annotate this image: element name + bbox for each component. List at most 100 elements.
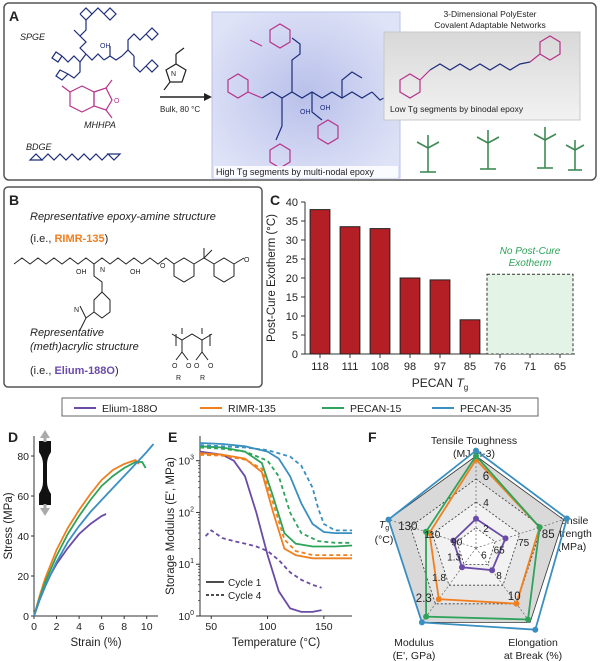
c-bar [309,209,331,355]
d-y-tick-label: 40 [17,531,29,543]
c-x-tick-label: 98 [404,361,416,373]
epoxy-o-1: O [160,263,166,270]
radar-axis-tg-name: Tg [379,519,389,532]
d-x-axis-label: Strain (%) [70,637,121,649]
spge-structure [51,7,159,81]
radar-axis-tg-unit: (°C) [375,534,394,546]
c-y-tick-label: 5 [292,330,298,342]
panel-b-letter: B [9,192,19,208]
e-x-axis-label: Temperature (°C) [232,637,320,649]
panel-a-letter: A [9,8,19,24]
f-series-point [513,600,520,607]
c-x-tick-label: 71 [524,361,536,373]
f-tick-label: 2 [483,524,489,535]
d-x-tick-label: 6 [99,621,105,633]
f-tick-label: 1.3 [447,552,461,563]
e-series-line [199,446,352,544]
c-y-tick-label: 40 [286,197,298,209]
c-annotation-line2: Exotherm [509,258,552,269]
legend-frame [61,397,539,417]
f-series-point [473,453,479,459]
radar-axis-modulus-unit: (E', GPa) [393,650,436,661]
panel-d: D 0 20 40 60 80 0 2 4 6 8 10 Strain (%) Stress (MPa) [3,429,158,649]
d-series-line [33,458,140,617]
mhhpa-o-label: O [114,98,120,105]
radar-axis-toughness-name: Tensile Toughness [431,435,517,447]
spge-oh-label: OH [100,43,111,50]
c-x-tick-label: 85 [464,361,476,373]
f-series-point [450,537,457,544]
f-series-point [418,619,425,626]
e-legend-cycle4: Cycle 4 [228,591,262,602]
c-x-tick-label: 97 [434,361,446,373]
d-x-tick-label: 0 [31,621,37,633]
f-series-point [525,616,531,623]
panel-c-letter: C [270,192,280,208]
e-x-tick-label: 100 [259,621,277,633]
panel-d-letter: D [8,429,18,445]
f-series-point [563,515,570,522]
e-series-line [199,453,352,556]
e-series-line [204,529,322,589]
epoxy-o-2: O [244,257,250,264]
e-y-tick-label: 100 [178,610,194,623]
low-tg-caption: Low Tg segments by binodal epoxy [390,104,524,114]
c-y-tick-label: 25 [286,254,298,266]
radar-axis-elongation-name: Elongation [508,637,558,649]
acrylic-o-1: O [172,363,178,370]
f-series-point [473,515,479,522]
e-series-line [199,452,352,560]
legend-label-pecan35: PECAN-35 [460,403,512,415]
epoxy-n-2: N [74,307,79,314]
d-y-tick-label: 0 [23,611,29,623]
bdge-structure [28,153,122,161]
wind-turbine-icon [565,140,585,171]
c-bar [459,319,481,355]
f-spoke [475,519,564,549]
acrylic-o-3: O [194,363,200,370]
f-series-point [435,596,442,603]
epoxy-oh-2: OH [130,269,141,276]
c-x-tick-label: 65 [554,361,566,373]
e-series-line [199,450,322,613]
f-series-point [532,626,539,633]
d-y-axis-label: Stress (MPa) [3,492,15,559]
series-legend: Elium-188O RIMR-135 PECAN-15 PECAN-35 [61,397,539,417]
f-series-polygon [387,449,568,631]
epoxy-amine-example: (i.e., RIMR-135) [30,233,108,245]
f-series-polygon [452,517,507,572]
f-series-point [423,528,429,535]
mhhpa-label: MHHPA [84,120,116,130]
acrylic-title-line1: Representative [30,327,104,339]
c-y-tick-label: 30 [286,235,298,247]
imidazole-n-label: N [171,71,176,78]
d-y-tick-label: 80 [17,451,29,463]
d-series-line [33,461,147,617]
legend-label-elium: Elium-188O [102,403,157,415]
f-tick-label: 6 [483,471,489,483]
legend-label-pecan15: PECAN-15 [350,403,402,415]
e-y-tick-label: 101 [178,558,194,571]
c-x-axis-label: PECAN Tg [412,376,468,392]
panel-b: B Representative epoxy-amine structure (… [3,186,263,388]
imidazole-catalyst [163,47,187,91]
c-bar [399,277,421,355]
elium-label: Elium-188O [54,365,115,377]
e-x-tick-label: 50 [205,621,217,633]
epoxy-amine-example-post: ) [105,233,109,245]
panel-f: F Tensile Toughness (MJ m-3) Tensile Str… [368,429,592,661]
f-spoke [421,547,477,623]
epoxy-amine-example-pre: (i.e., [30,233,54,245]
epoxy-amine-title: Representative epoxy-amine structure [30,211,216,223]
high-tg-caption: High Tg segments by multi-nodal epoxy [216,167,374,177]
c-no-exotherm-region [486,273,574,355]
acrylic-example-post: ) [115,365,119,377]
f-tick-label: 75 [518,538,530,549]
d-x-tick-label: 10 [141,621,153,633]
wind-turbine-icon [533,127,557,169]
bdge-label: BDGE [26,142,53,152]
f-series-point [536,524,543,531]
f-series-point [385,516,392,523]
